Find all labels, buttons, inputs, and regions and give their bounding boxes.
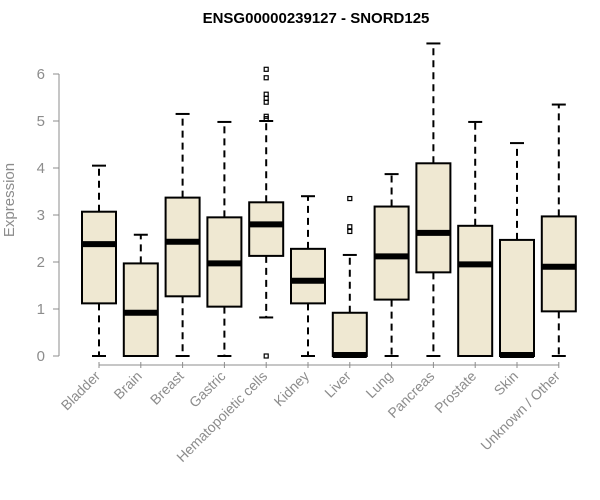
iqr-box xyxy=(290,247,326,305)
outlier-point xyxy=(347,228,353,235)
iqr-box xyxy=(499,238,535,357)
box-prostate xyxy=(457,120,494,357)
y-tick-label: 0 xyxy=(37,348,45,365)
box-brain xyxy=(122,233,159,357)
box-unknown-other xyxy=(540,103,577,357)
y-axis-label: Expression xyxy=(1,163,18,237)
iqr-box xyxy=(81,210,117,305)
iqr-box xyxy=(122,262,159,357)
y-tick-label: 6 xyxy=(37,66,45,83)
outlier-point xyxy=(263,95,269,102)
box-pancreas xyxy=(415,42,452,357)
iqr-box xyxy=(415,162,452,274)
outlier-point xyxy=(263,353,269,359)
x-tick-label: Lung xyxy=(362,368,395,401)
x-tick-label: Brain xyxy=(110,368,144,402)
x-tick-label: Unknown / Other xyxy=(477,368,563,454)
y-tick-label: 3 xyxy=(37,207,45,224)
x-tick-label: Kidney xyxy=(271,368,313,410)
box-lung xyxy=(373,173,410,357)
y-tick-label: 2 xyxy=(37,254,45,271)
x-tick-label: Prostate xyxy=(431,368,479,416)
x-tick-label: Liver xyxy=(321,368,354,401)
outlier-point xyxy=(263,113,269,119)
outlier-point xyxy=(263,75,269,81)
iqr-box xyxy=(164,196,201,298)
x-tick-label: Bladder xyxy=(58,368,104,414)
y-tick-label: 4 xyxy=(37,160,45,177)
y-axis: 0 1 2 3 4 5 6 xyxy=(37,66,60,365)
outlier-point xyxy=(263,66,269,72)
box-liver xyxy=(331,195,368,359)
iqr-box xyxy=(248,201,285,257)
y-tick-label: 1 xyxy=(37,301,45,318)
box-hematopoietic-cells xyxy=(248,66,285,359)
y-tick-label: 5 xyxy=(37,113,45,130)
x-tick-label: Skin xyxy=(491,368,522,399)
box-bladder xyxy=(81,164,117,357)
x-tick-label: Breast xyxy=(147,368,187,408)
outlier-point xyxy=(347,224,353,230)
box-breast xyxy=(164,112,201,357)
iqr-box xyxy=(331,311,368,358)
chart-title: ENSG00000239127 - SNORD125 xyxy=(203,10,430,27)
iqr-box xyxy=(457,224,494,357)
outlier-point xyxy=(347,195,353,202)
boxes-group xyxy=(81,42,577,359)
outlier-point xyxy=(263,91,269,97)
box-kidney xyxy=(290,195,326,357)
box-gastric xyxy=(206,120,243,357)
iqr-box xyxy=(373,205,410,301)
box-skin xyxy=(499,142,535,359)
